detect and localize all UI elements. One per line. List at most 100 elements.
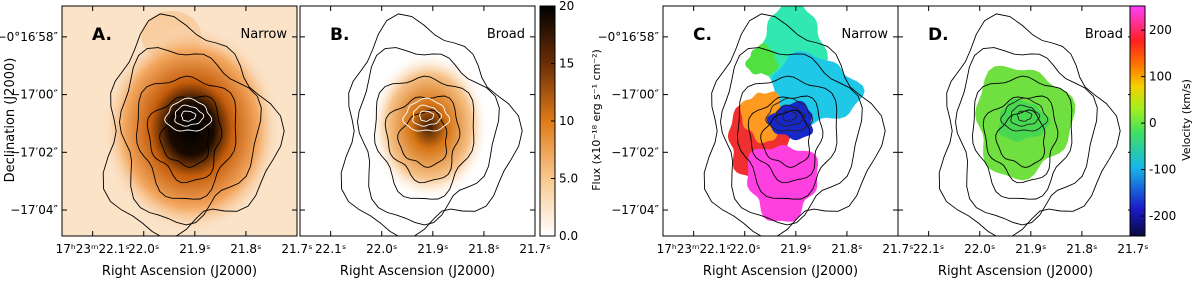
panel-label: Broad (1085, 27, 1123, 42)
contour (982, 95, 1059, 184)
contour (164, 97, 213, 132)
colorbar-tick-label: -100 (1149, 163, 1176, 177)
contour (136, 75, 237, 200)
x-tick-label: 21.9ˢ (179, 242, 210, 256)
contour (374, 75, 475, 200)
colorbar-tick-label: -200 (1149, 209, 1176, 223)
contour (397, 109, 448, 168)
y-tick-label: −0°16′58″ (598, 30, 660, 44)
contour (357, 47, 500, 226)
contour (1016, 110, 1033, 122)
colorbar-title: Flux (x10⁻¹⁸ erg s⁻¹ cm⁻²) (590, 49, 603, 191)
colorbar-title: Velocity (km/s) (1180, 79, 1193, 161)
contour (119, 47, 262, 226)
x-tick-label: 17ʰ23ᵐ22.1ˢ (56, 242, 130, 256)
emission (101, 24, 282, 234)
velocity-region (997, 98, 1051, 142)
x-axis-title: Right Ascension (J2000) (102, 264, 257, 279)
x-tick-label: 17ʰ23ᵐ22.1ˢ (657, 242, 731, 256)
velocity-region (740, 91, 782, 144)
image (663, 6, 898, 236)
colorbar-tick-label: 0 (1149, 116, 1157, 130)
dec-title: Declination (J2000) (3, 58, 18, 183)
emission (369, 51, 490, 201)
x-tick-label: 22.0ˢ (366, 242, 397, 256)
contour (972, 75, 1073, 200)
image-panel: B. Broad 22.1ˢ 22.0ˢ 21.9ˢ 21.8ˢ 21.7ˢ Right As… (299, 5, 551, 279)
x-tick-label: 21.9ˢ (780, 242, 811, 256)
x-axis-title: Right Ascension (J2000) (703, 264, 858, 279)
contour (102, 13, 285, 236)
y-tick-label: −17′04″ (10, 203, 58, 217)
colorbar-tick-label: 200 (1149, 23, 1172, 37)
x-tick-label: 22.0ˢ (128, 242, 159, 256)
contour (402, 97, 451, 132)
panel-label: Broad (487, 27, 525, 42)
y-tick-label: −17′00″ (10, 88, 58, 102)
image (62, 6, 297, 236)
x-tick-label: 22.0ˢ (729, 242, 760, 256)
x-tick-label: 21.8ˢ (468, 242, 499, 256)
x-tick-label: 21.7ˢ (281, 242, 312, 256)
x-tick-label: 21.8ˢ (1066, 242, 1097, 256)
y-tick-label: −17′00″ (611, 88, 659, 102)
contour (720, 47, 863, 226)
colorbar (1129, 5, 1146, 237)
x-tick-label: 22.0ˢ (964, 242, 995, 256)
contour (760, 109, 811, 168)
contour (159, 109, 210, 168)
y-tick-label: −17′04″ (611, 203, 659, 217)
image (898, 6, 1133, 236)
image (300, 6, 535, 236)
contour (955, 47, 1098, 226)
y-tick-label: −17′02″ (611, 145, 659, 159)
contour (340, 13, 523, 236)
contour (180, 110, 197, 122)
panel-letter: D. (928, 25, 949, 45)
velocity-region (747, 144, 819, 222)
contour (781, 110, 798, 122)
colorbar-tick-label: 10 (559, 114, 574, 128)
colorbar-tick-label: 0.0 (559, 229, 578, 243)
colorbar-tick-label: 5.0 (559, 172, 578, 186)
x-tick-label: 21.7ˢ (1117, 242, 1148, 256)
panel-label: Narrow (842, 27, 889, 42)
panel-letter: B. (330, 25, 349, 45)
y-tick-label: −0°16′58″ (0, 30, 59, 44)
x-tick-label: 22.1ˢ (913, 242, 944, 256)
contour (1010, 104, 1041, 127)
x-axis-title: Right Ascension (J2000) (340, 264, 495, 279)
contour (146, 95, 223, 184)
panel-letter: C. (693, 25, 712, 45)
x-tick-label: 21.8ˢ (230, 242, 261, 256)
x-tick-label: 22.1ˢ (315, 242, 346, 256)
contour (1000, 97, 1049, 132)
x-tick-label: 21.7ˢ (519, 242, 550, 256)
x-tick-label: 21.9ˢ (1015, 242, 1046, 256)
frame (299, 5, 536, 237)
contour (938, 13, 1121, 236)
frame (61, 5, 298, 237)
panel-label: Narrow (241, 27, 288, 42)
colorbar-tick-label: 20 (559, 0, 574, 13)
panel-letter: A. (92, 25, 112, 45)
colorbar-tick-label: 15 (559, 57, 574, 71)
contour (747, 95, 824, 184)
contour (995, 109, 1046, 168)
x-axis-title: Right Ascension (J2000) (938, 264, 1093, 279)
contour (384, 95, 461, 184)
contour (775, 104, 806, 127)
contour (737, 75, 838, 200)
x-tick-label: 21.9ˢ (417, 242, 448, 256)
image-panel: D. Broad 22.1ˢ 22.0ˢ 21.9ˢ 21.8ˢ 21.7ˢ Right As… (897, 5, 1149, 279)
y-tick-label: −17′02″ (10, 145, 58, 159)
x-tick-label: 21.7ˢ (882, 242, 913, 256)
contour (412, 104, 443, 127)
colorbar-tick-label: 100 (1149, 70, 1172, 84)
contour (703, 13, 886, 236)
contour (174, 104, 205, 127)
contour (765, 97, 814, 132)
